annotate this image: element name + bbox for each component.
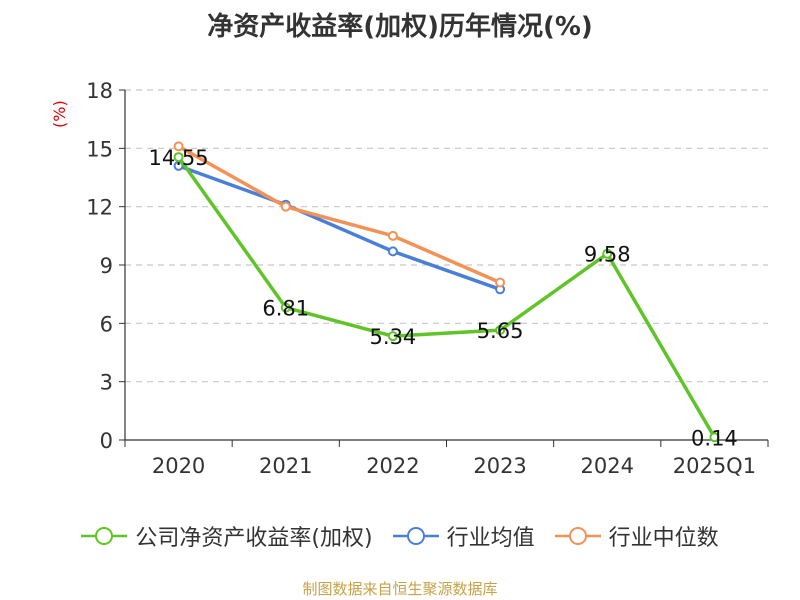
data-point [495,277,506,288]
data-point [280,302,291,313]
x-tick-label: 2025Q1 [673,454,756,478]
chart-title: 净资产收益率(加权)历年情况(%) [207,12,593,42]
x-tick-label: 2024 [581,454,634,478]
legend-item-company[interactable]: 公司净资产收益率(加权) [81,520,373,552]
legend-marker-industry-median [554,527,601,545]
data-point [709,432,720,443]
legend: 公司净资产收益率(加权) 行业均值 行业中位数 [0,520,800,552]
data-point [280,201,291,212]
data-point [173,141,184,152]
data-label: 5.65 [477,319,524,343]
legend-label-industry-mean: 行业均值 [446,526,535,551]
y-tick-label: 3 [100,371,113,395]
x-tick-label: 2023 [473,454,526,478]
data-point [602,248,613,259]
data-point [387,331,398,342]
y-tick-label: 12 [86,196,113,220]
y-tick-label: 15 [86,137,113,161]
legend-marker-company [81,527,128,545]
legend-label-company: 公司净资产收益率(加权) [135,526,373,551]
legend-label-industry-median: 行业中位数 [608,526,719,551]
legend-marker-industry-mean [392,527,439,545]
y-tick-label: 9 [100,254,113,278]
data-label: 5.34 [370,325,417,349]
series-line [177,144,501,285]
data-label: 14.55 [149,146,209,170]
data-point [495,325,506,336]
legend-item-industry-median[interactable]: 行业中位数 [554,520,719,552]
legend-item-industry-mean[interactable]: 行业均值 [392,520,535,552]
x-tick-label: 2020 [152,454,205,478]
data-label: 0.14 [691,426,738,450]
y-tick-label: 18 [86,79,113,103]
series-line [177,156,716,439]
source-note: 制图数据来自恒生聚源数据库 [302,580,498,598]
series-line [177,164,501,291]
y-tick-label: 6 [100,312,113,336]
x-tick-label: 2022 [366,454,419,478]
data-point [387,246,398,257]
y-tick-label: 0 [100,429,113,453]
data-point [387,230,398,241]
data-point [173,152,184,163]
data-label: 9.58 [584,243,631,267]
data-label: 6.81 [262,297,309,321]
x-tick-label: 2021 [259,454,312,478]
